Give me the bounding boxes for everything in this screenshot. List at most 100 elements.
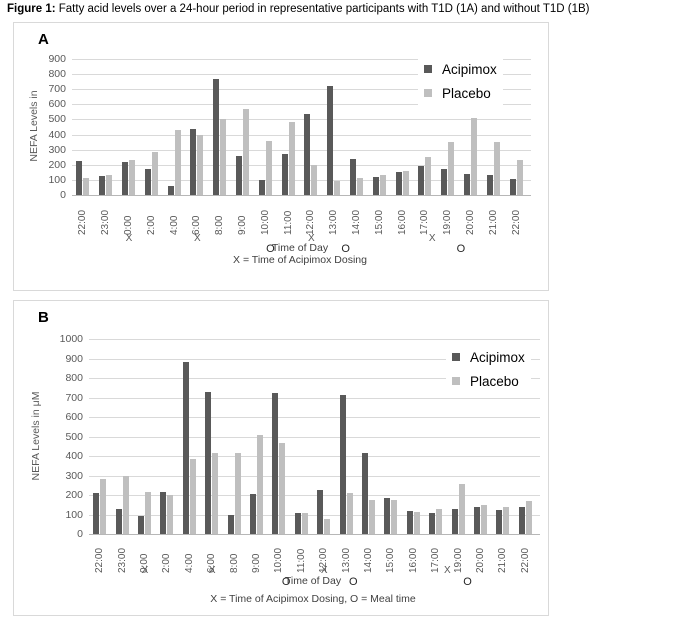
gridline <box>72 134 531 136</box>
y-tick-label: 500 <box>65 430 83 443</box>
panel-label-b: B <box>38 309 49 326</box>
bar-placebo <box>516 160 523 195</box>
bar-placebo <box>197 134 204 195</box>
x-tick-label: 9:00 <box>237 215 248 235</box>
bar-acipimox <box>509 179 516 195</box>
y-tick-label: 100 <box>65 508 83 521</box>
bar-acipimox <box>281 154 288 195</box>
bar-acipimox <box>160 492 167 534</box>
gridline <box>72 164 531 166</box>
y-tick-label: 900 <box>48 53 66 65</box>
x-tick-label: 21:00 <box>497 547 509 573</box>
bar-placebo <box>525 500 532 534</box>
legend-label-placebo: Placebo <box>442 85 491 101</box>
x-tick-label: 23:00 <box>100 209 112 235</box>
x-tick-label: 19:00 <box>442 209 454 235</box>
meal-time-marker: O <box>266 243 275 255</box>
bar-placebo <box>220 118 227 195</box>
y-tick-label: 300 <box>65 469 83 482</box>
bar-acipimox <box>372 176 379 195</box>
bar-acipimox <box>122 161 128 195</box>
x-tick-label: 15:00 <box>373 209 385 235</box>
bar-acipimox <box>464 173 470 195</box>
y-tick-label: 0 <box>60 189 66 201</box>
legend-b: Acipimox Placebo <box>446 343 531 395</box>
x-tick-label: 12:00 <box>305 209 317 235</box>
x-axis-line <box>72 195 531 196</box>
y-tick-label: 800 <box>65 372 83 384</box>
acipimox-dosing-marker: X <box>444 565 451 576</box>
y-tick-label: 300 <box>48 143 66 156</box>
bar-acipimox <box>236 155 242 195</box>
x-tick-label: 2:00 <box>145 215 157 235</box>
bar-placebo <box>379 175 386 195</box>
legend-swatch-acipimox <box>452 353 460 361</box>
x-axis-line <box>89 534 540 535</box>
x-axis-title-b: Time of Day <box>284 575 342 587</box>
meal-time-marker: O <box>456 243 466 255</box>
y-tick-label: 500 <box>48 113 66 126</box>
legend-label-placebo: Placebo <box>470 373 519 389</box>
bar-acipimox <box>304 114 311 195</box>
bar-placebo <box>257 434 263 534</box>
bar-placebo <box>106 175 113 195</box>
bar-placebo <box>243 108 249 195</box>
x-tick-label: 22:00 <box>77 209 89 235</box>
x-tick-label: 10:00 <box>273 547 285 573</box>
panel-chart-b: B NEFA Levels in μM 0 100 200 300 400 500 600 700… <box>13 300 549 616</box>
gridline <box>72 119 531 121</box>
y-tick-label: 600 <box>65 411 83 423</box>
bar-acipimox <box>115 508 122 534</box>
x-tick-label: 8:00 <box>214 215 226 235</box>
x-tick-label: 15:00 <box>385 547 397 573</box>
legend-a: Acipimox Placebo <box>418 55 503 107</box>
bar-placebo <box>503 506 510 534</box>
meal-time-marker: O <box>281 576 291 588</box>
bar-acipimox <box>474 506 480 534</box>
gridline <box>89 514 540 516</box>
panel-chart-a: A NEFA Levels in 0 100 200 300 400 500 600 700 800… <box>13 22 549 291</box>
bar-acipimox <box>451 508 458 534</box>
bar-placebo <box>357 178 363 195</box>
footnote-b: X = Time of Acipimox Dosing, O = Meal ti… <box>210 593 416 605</box>
acipimox-dosing-marker: X <box>320 565 328 576</box>
bar-acipimox <box>429 512 436 534</box>
bar-placebo <box>83 178 90 195</box>
bar-placebo <box>391 499 398 534</box>
bar-acipimox <box>362 453 368 534</box>
bar-acipimox <box>418 165 425 195</box>
gridline <box>89 417 540 418</box>
x-tick-label: 8:00 <box>228 553 240 573</box>
meal-time-marker: O <box>349 576 358 588</box>
x-tick-label: 10:00 <box>259 209 271 235</box>
bar-placebo <box>493 142 500 195</box>
bar-acipimox <box>294 512 301 534</box>
bar-acipimox <box>406 510 413 534</box>
x-tick-label: 4:00 <box>168 215 180 235</box>
x-tick-label: 9:00 <box>251 553 262 573</box>
legend-swatch-placebo <box>452 377 460 385</box>
figure-title: Figure 1: Fatty acid levels over a 24-ho… <box>7 3 693 15</box>
bar-placebo <box>436 508 443 534</box>
y-tick-label: 600 <box>48 98 66 111</box>
acipimox-dosing-marker: X <box>125 233 133 244</box>
bar-placebo <box>288 121 295 195</box>
legend-entry-acipimox: Acipimox <box>452 345 525 369</box>
legend-swatch-placebo <box>424 89 432 97</box>
legend-label-acipimox: Acipimox <box>442 61 497 77</box>
y-tick-label: 200 <box>48 158 66 171</box>
gridline <box>72 89 531 91</box>
gridline <box>89 436 540 438</box>
meal-time-marker: O <box>341 243 350 255</box>
bar-placebo <box>265 140 272 195</box>
bar-acipimox <box>205 391 212 534</box>
y-tick-label: 1000 <box>59 333 83 345</box>
bar-placebo <box>174 130 181 195</box>
bar-placebo <box>311 164 318 195</box>
y-tick-label: 0 <box>77 528 83 540</box>
gridline <box>72 179 531 181</box>
y-tick-label: 800 <box>48 68 66 81</box>
gridline <box>72 74 531 76</box>
bar-placebo <box>471 117 477 195</box>
y-tick-label: 900 <box>65 352 83 365</box>
